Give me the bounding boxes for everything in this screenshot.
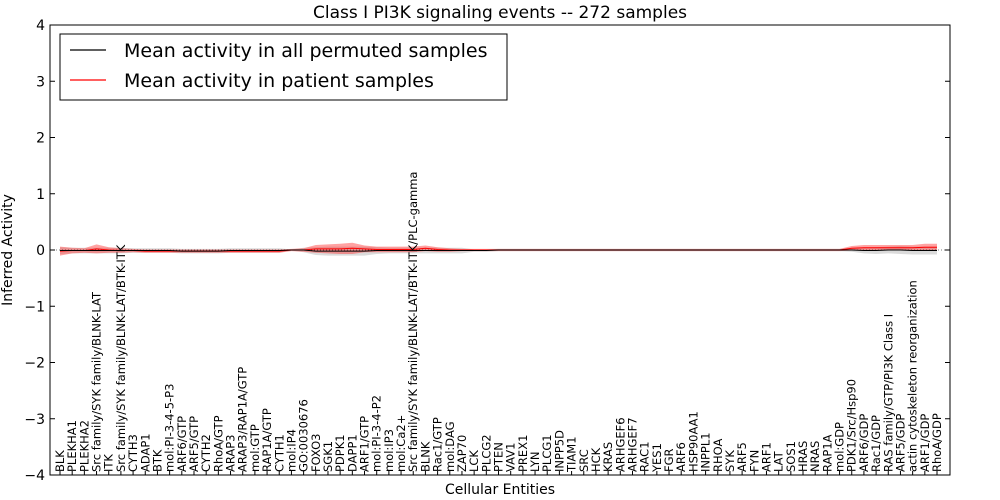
x-tick-label: LYN bbox=[528, 451, 542, 472]
x-tick-label: mol:PI-3-4-5-P3 bbox=[163, 384, 177, 472]
x-tick-label: ARHGEF6 bbox=[613, 417, 627, 472]
x-tick-label: CYTH3 bbox=[126, 434, 140, 472]
x-tick-label: VAV1 bbox=[504, 443, 518, 472]
y-tick-label: 4 bbox=[36, 18, 45, 34]
x-tick-label: ADAP1 bbox=[138, 433, 152, 472]
x-tick-label: INPPL1 bbox=[699, 432, 713, 472]
x-tick-label: HSP90AA1 bbox=[686, 411, 700, 472]
x-tick-label: FOXO3 bbox=[309, 434, 323, 472]
x-tick-label: mol:DAG bbox=[443, 421, 457, 472]
x-tick-label: CYTH1 bbox=[272, 434, 286, 472]
band-permuted bbox=[60, 246, 937, 256]
x-tick-label: NRAS bbox=[808, 441, 822, 472]
x-tick-label: GO:0030676 bbox=[297, 399, 311, 472]
series-line-permuted bbox=[60, 249, 937, 252]
x-tick-label: LCK bbox=[467, 450, 481, 472]
x-tick-label: Rac1/GDP bbox=[869, 415, 883, 472]
confidence-bands bbox=[60, 242, 937, 256]
y-tick-label: −3 bbox=[24, 412, 45, 428]
x-tick-label: RAP1A/GTP bbox=[260, 408, 274, 472]
x-tick-label: RHOA bbox=[711, 439, 725, 472]
x-tick-label: PDPK1 bbox=[333, 434, 347, 472]
x-tick-label: ARF6 bbox=[674, 442, 688, 472]
y-tick-label: 3 bbox=[36, 74, 45, 90]
x-tick-label: HCK bbox=[589, 447, 603, 472]
y-axis-ticks: −4 −3 −2 −1 0 1 2 3 4 bbox=[24, 18, 950, 484]
y-tick-label: 1 bbox=[36, 187, 45, 203]
x-tick-label: FGR bbox=[662, 448, 676, 472]
x-tick-label: SGK1 bbox=[321, 441, 335, 472]
x-tick-label: Src family/SYK family/BLNK-LAT/BTK-ITK bbox=[114, 244, 128, 472]
x-tick-label: mol:GTP bbox=[248, 424, 262, 472]
x-tick-label: DAPP1 bbox=[345, 434, 359, 472]
legend-label-permuted: Mean activity in all permuted samples bbox=[124, 40, 487, 62]
y-tick-label: −4 bbox=[24, 468, 45, 484]
x-tick-label: mol:IP3 bbox=[382, 429, 396, 472]
x-tick-label: Rac1/GTP bbox=[431, 417, 445, 472]
x-tick-label: LAT bbox=[772, 450, 786, 472]
x-tick-label: mol:GDP bbox=[833, 422, 847, 472]
legend-box bbox=[59, 33, 508, 101]
x-tick-label: mol:IP4 bbox=[284, 429, 298, 472]
x-tick-label: FYN bbox=[747, 450, 761, 472]
x-tick-label: BLNK bbox=[418, 441, 432, 472]
x-tick-label: ARHGEF7 bbox=[625, 417, 639, 472]
y-tick-label: −2 bbox=[24, 356, 45, 372]
legend: Mean activity in all permuted samples Me… bbox=[59, 33, 508, 101]
series-lines bbox=[59, 246, 937, 252]
x-tick-label: PREX1 bbox=[516, 435, 530, 472]
x-tick-label: SRC bbox=[577, 449, 591, 472]
x-tick-label: PLCG1 bbox=[540, 434, 554, 472]
x-tick-label: PLCG2 bbox=[479, 434, 493, 472]
x-tick-label: ARF1/GDP bbox=[918, 414, 932, 472]
x-tick-label: Src family/SYK family/BLNK-LAT/BTK-ITK/P… bbox=[406, 172, 420, 472]
x-tick-label: ARF5/GTP bbox=[187, 416, 201, 472]
x-tick-label: ZAP70 bbox=[455, 435, 469, 472]
x-tick-label: BLK bbox=[53, 450, 67, 472]
x-tick-label: RAP1A bbox=[820, 434, 834, 472]
x-tick-label: PLEKHA1 bbox=[65, 420, 79, 472]
x-axis-label: Cellular Entities bbox=[445, 482, 555, 498]
x-tick-label: ARF6/GTP bbox=[175, 416, 189, 472]
x-tick-label: ARAP3/RAP1A/GTP bbox=[236, 367, 250, 472]
x-tick-label: actin cytoskeleton reorganization bbox=[906, 280, 920, 472]
x-tick-label: TIAM1 bbox=[565, 436, 579, 473]
x-tick-label: SYK bbox=[723, 450, 737, 472]
x-tick-label: ARAP3 bbox=[224, 434, 238, 472]
x-tick-label: PLEKHA2 bbox=[77, 420, 91, 472]
x-tick-label: ITK bbox=[102, 454, 116, 472]
x-tick-label: CYTH2 bbox=[199, 434, 213, 472]
x-tick-label: ARF6/GDP bbox=[857, 414, 871, 472]
x-tick-label: ARF5/GDP bbox=[893, 414, 907, 472]
y-tick-label: −1 bbox=[24, 299, 45, 315]
x-tick-label: PDK1/Src/Hsp90 bbox=[845, 379, 859, 472]
x-tick-label: Src family/SYK family/BLNK-LAT bbox=[90, 291, 104, 472]
x-tick-label: PTEN bbox=[492, 442, 506, 472]
legend-label-patient: Mean activity in patient samples bbox=[124, 70, 434, 92]
x-tick-label: SOS1 bbox=[784, 441, 798, 472]
x-tick-label: RhoA/GDP bbox=[930, 413, 944, 472]
y-tick-label: 0 bbox=[36, 243, 45, 259]
y-tick-label: 2 bbox=[36, 131, 45, 147]
x-tick-label: KRAS bbox=[601, 442, 615, 472]
x-tick-label: RAC1 bbox=[638, 441, 652, 472]
x-tick-label: BTK bbox=[150, 449, 164, 472]
x-tick-label: mol:PI-3-4-P2 bbox=[370, 395, 384, 472]
x-tick-label: YES1 bbox=[650, 443, 664, 473]
y-axis-label: Inferred Activity bbox=[0, 194, 16, 306]
x-tick-label: ARF1/GTP bbox=[358, 416, 372, 472]
chart-title: Class I PI3K signaling events -- 272 sam… bbox=[313, 3, 687, 23]
x-tick-label: RAS family/GTP/PI3K Class I bbox=[881, 314, 895, 472]
x-tick-label: INPP5D bbox=[552, 430, 566, 472]
x-tick-label: RhoA/GTP bbox=[211, 415, 225, 472]
x-tick-label: mol:Ca2+ bbox=[394, 415, 408, 472]
x-tick-label: ARF1 bbox=[759, 442, 773, 472]
x-tick-label: ARF5 bbox=[735, 442, 749, 472]
band-patient bbox=[60, 242, 937, 256]
x-tick-label: HRAS bbox=[796, 441, 810, 472]
